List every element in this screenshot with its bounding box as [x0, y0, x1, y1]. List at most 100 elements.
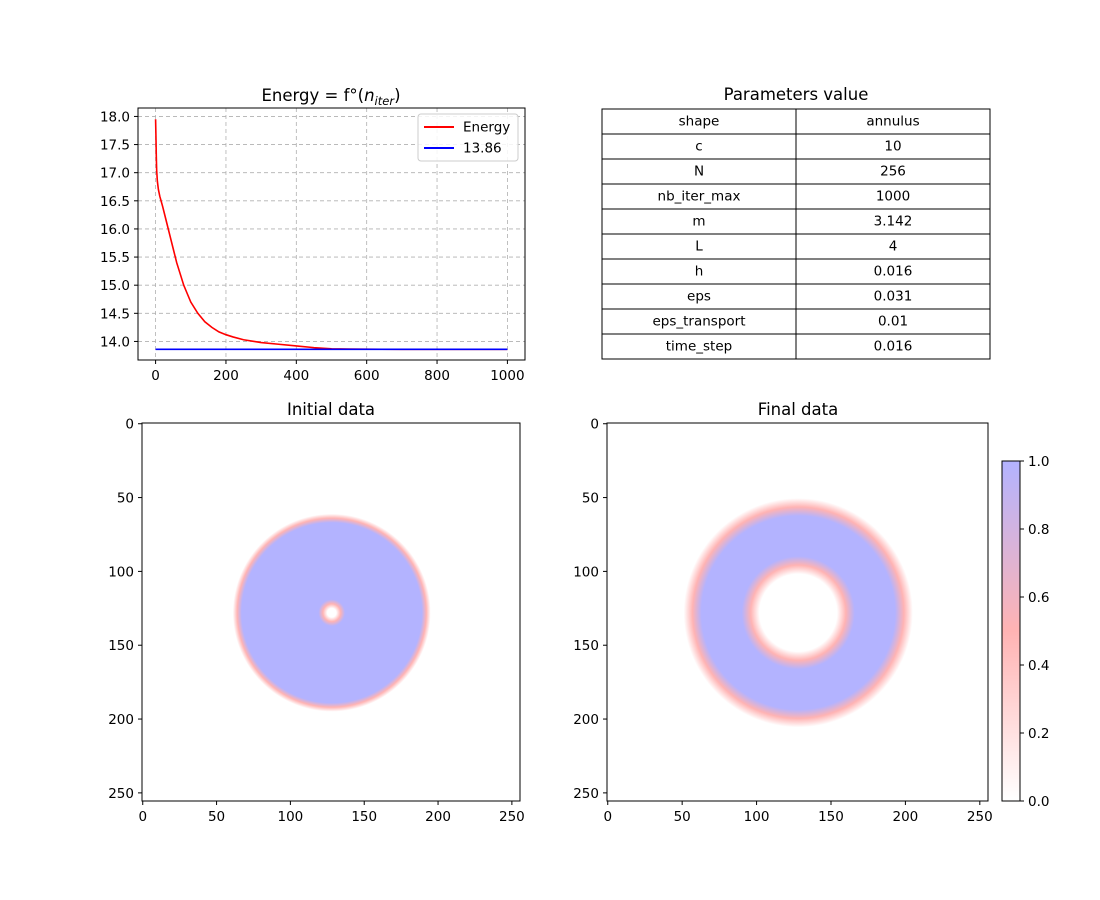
colorbar: 0.0 0.2 0.4 0.6 0.8 1.0: [1001, 454, 1049, 810]
heatmap-x-tick-label: 0: [138, 809, 147, 825]
heatmap-y-tick-label: 50: [117, 491, 134, 507]
heatmap-x-tick-label: 100: [744, 809, 770, 825]
colorbar-tick-label: 1.0: [1028, 454, 1049, 470]
energy-x-tick-label: 1000: [490, 368, 524, 384]
heatmap-y-tick-label: 200: [573, 712, 599, 728]
heatmap-y-tick-label: 0: [590, 417, 599, 433]
energy-y-tick-label: 18.0: [100, 109, 130, 125]
table-cell-box: [795, 133, 991, 160]
heatmap-y-tick-label: 100: [108, 564, 134, 580]
initial-data-panel: Initial data 0 50 100 150 200 250050100150200…: [108, 400, 525, 825]
table-param-name: N: [694, 164, 704, 180]
colorbar-tick-label: 0.8: [1028, 522, 1049, 538]
energy-chart-title: Energy = f°(niter): [262, 86, 401, 108]
final-axes-frame: [606, 422, 989, 802]
table-param-name: nb_iter_max: [658, 189, 741, 205]
energy-axes-frame: [137, 107, 526, 361]
heatmap-x-tick-label: 50: [208, 809, 225, 825]
initial-axes-frame: [141, 422, 521, 802]
heatmap-x-tick-label: 100: [278, 809, 304, 825]
legend-label-energy: Energy: [463, 120, 510, 136]
table-param-name: eps: [687, 289, 711, 305]
heatmap-y-tick-label: 0: [125, 417, 134, 433]
energy-x-tick-label: 600: [354, 368, 380, 384]
colorbar-gradient: [1001, 460, 1021, 802]
table-cell-box: [601, 258, 797, 285]
heatmap-y-tick-label: 250: [108, 786, 134, 802]
initial-data-title: Initial data: [287, 400, 375, 419]
energy-y-tick-label: 16.5: [100, 194, 130, 210]
table-cell-box: [795, 183, 991, 210]
energy-y-tick-label: 15.5: [100, 250, 130, 266]
colorbar-tick-label: 0.4: [1028, 658, 1049, 674]
table-param-name: shape: [679, 114, 720, 130]
legend-label-reference: 13.86: [463, 141, 502, 157]
heatmap-y-tick-label: 250: [573, 786, 599, 802]
table-cell-box: [601, 333, 797, 360]
energy-y-tick-label: 14.5: [100, 306, 130, 322]
heatmap-x-tick-label: 0: [603, 809, 612, 825]
colorbar-ticks: 0.0 0.2 0.4 0.6 0.8 1.0: [1020, 454, 1049, 810]
legend-frame: [417, 113, 519, 162]
energy-y-tick-label: 15.0: [100, 278, 130, 294]
energy-y-tick-label: 17.5: [100, 138, 130, 154]
table-param-value: 10: [884, 139, 901, 155]
table-cell-box: [795, 158, 991, 185]
table-cells: shape annulus c 10 N 256 nb_iter_max 1000 m 3.142…: [601, 108, 991, 360]
heatmap-x-tick-label: 250: [967, 809, 993, 825]
table-param-value: 0.031: [874, 289, 913, 305]
table-cell-box: [795, 333, 991, 360]
energy-series-group: [154, 119, 508, 351]
heatmap-x-tick-label: 200: [425, 809, 451, 825]
table-cell-box: [601, 283, 797, 310]
table-cell-box: [795, 208, 991, 235]
energy-x-ticks: 0 200 400 600 800 1000: [151, 360, 525, 384]
table-param-value: 0.016: [874, 264, 913, 280]
energy-x-tick-label: 200: [213, 368, 239, 384]
energy-y-tick-label: 16.0: [100, 222, 130, 238]
table-param-name: h: [695, 264, 704, 280]
heatmap-x-tick-label: 250: [499, 809, 525, 825]
table-cell-box: [795, 308, 991, 335]
annulus-field: [232, 513, 431, 712]
table-param-value: 3.142: [874, 214, 913, 230]
table-param-value: 1000: [876, 189, 910, 205]
table-param-value: annulus: [866, 114, 919, 130]
energy-legend: Energy 13.86: [417, 113, 519, 162]
heatmap-x-tick-label: 200: [893, 809, 919, 825]
heatmap-y-tick-label: 100: [573, 564, 599, 580]
heatmap-x-tick-label: 150: [818, 809, 844, 825]
table-param-value: 256: [880, 164, 906, 180]
heatmap-y-tick-label: 150: [573, 638, 599, 654]
heatmap-x-tick-label: 50: [674, 809, 691, 825]
final-data-image: [607, 423, 988, 801]
colorbar-tick-label: 0.2: [1028, 726, 1049, 742]
annulus-field: [683, 498, 913, 728]
energy-chart: Energy = f°(niter) 0 200 400 600 800 1000 14.…: [100, 86, 526, 384]
table-cell-box: [601, 233, 797, 260]
table-cell-box: [795, 233, 991, 260]
parameters-table: Parameters value shape annulus c 10 N 256 nb_i…: [601, 85, 991, 360]
heatmap-y-tick-label: 150: [108, 638, 134, 654]
energy-x-tick-label: 0: [151, 368, 160, 384]
table-param-value: 0.01: [878, 314, 908, 330]
table-param-value: 4: [889, 239, 898, 255]
table-param-value: 0.016: [874, 339, 913, 355]
table-param-name: c: [695, 139, 702, 155]
table-cell-box: [795, 258, 991, 285]
final-data-panel: Final data 0 50 100 150 200 25005010015020025…: [573, 400, 992, 825]
energy-x-tick-label: 400: [283, 368, 309, 384]
initial-data-image: [142, 423, 520, 801]
colorbar-tick-label: 0.0: [1028, 794, 1049, 810]
energy-y-tick-label: 14.0: [100, 334, 130, 350]
table-param-name: L: [695, 239, 703, 255]
heatmap-x-tick-label: 150: [351, 809, 377, 825]
colorbar-tick-label: 0.6: [1028, 590, 1049, 606]
energy-x-tick-label: 800: [424, 368, 450, 384]
table-param-name: m: [692, 214, 705, 230]
heatmap-y-tick-label: 200: [108, 712, 134, 728]
energy-y-tick-label: 17.0: [100, 166, 130, 182]
